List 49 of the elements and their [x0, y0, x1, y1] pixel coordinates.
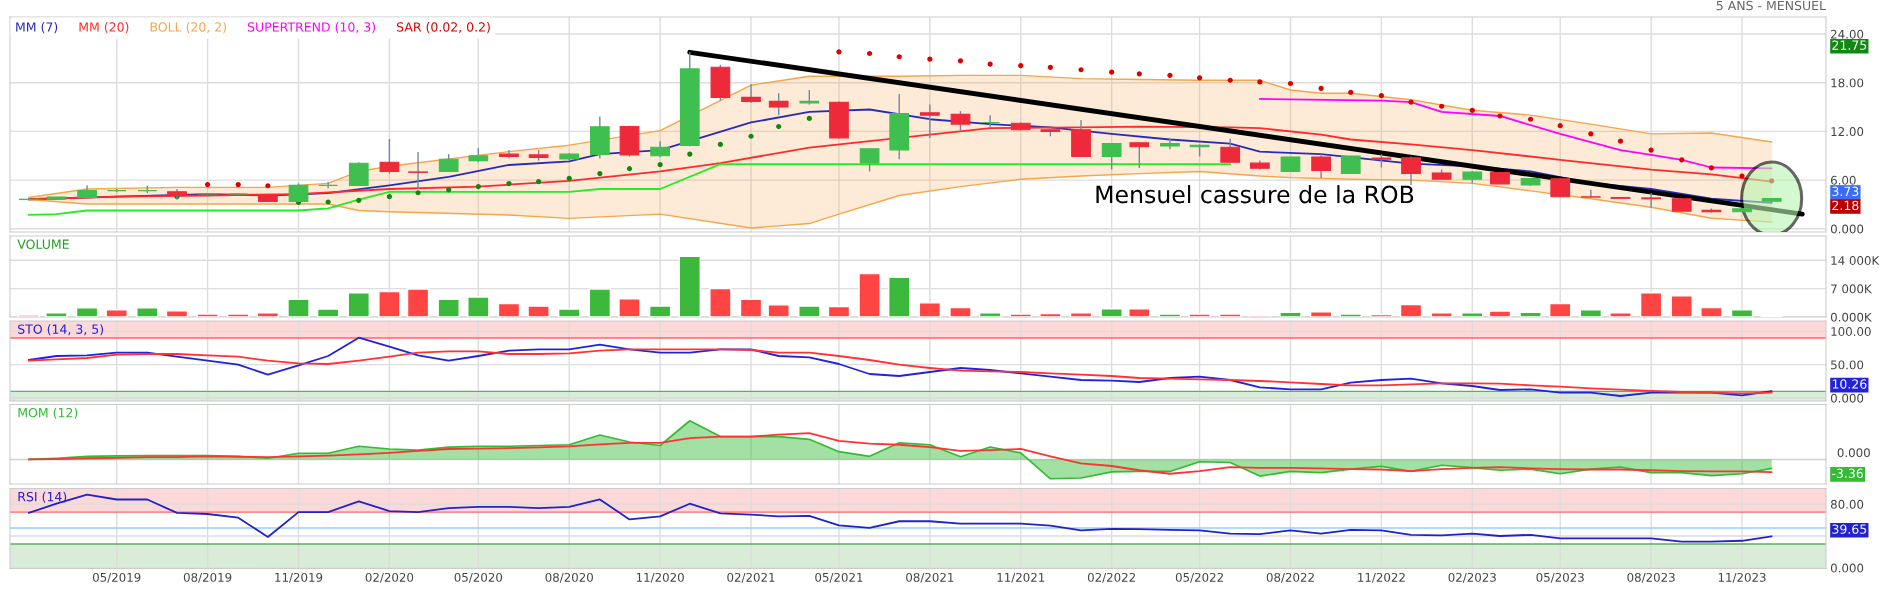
text: 3.73 — [1832, 186, 1859, 197]
x-tick-label: 11/2023 — [1718, 572, 1766, 583]
text: 21.75 — [1832, 40, 1867, 50]
y-tick-label: 14 000K — [1831, 256, 1880, 265]
x-tick-label: 08/2023 — [1627, 572, 1675, 583]
y-tick-label: 100.00 — [1831, 327, 1871, 336]
y-tick-label: 7 000K — [1831, 284, 1872, 294]
text: SAR (0.02, 0.2) — [396, 22, 490, 34]
x-tick-label: 02/2023 — [1448, 572, 1496, 583]
x-tick-label: 11/2019 — [275, 572, 323, 583]
x-tick-label: 08/2022 — [1266, 572, 1314, 583]
y-tick-label: 0.000 — [1830, 563, 1864, 573]
x-tick-label: 05/2021 — [815, 572, 863, 583]
y-tick-label: 0.000 — [1830, 224, 1864, 234]
chart-subtitle: 5 ANS - MENSUEL — [1716, 0, 1826, 11]
annotation: Mensuel cassure de la ROB — [1096, 185, 1414, 204]
text: MM (20) — [79, 22, 129, 34]
x-tick-label: 05/2023 — [1536, 572, 1584, 583]
text: SUPERTREND (10, 3) — [247, 22, 376, 34]
text: -3.36 — [1832, 468, 1863, 479]
y-tick-label: 50.00 — [1831, 360, 1864, 370]
x-tick-label: 02/2021 — [727, 572, 775, 583]
y-tick-label: 0.000 — [1830, 393, 1864, 403]
x-tick-label: 11/2020 — [636, 572, 684, 583]
x-tick-label: 02/2022 — [1087, 572, 1135, 583]
y-tick-label: 12.00 — [1831, 127, 1864, 137]
x-tick-label: 11/2021 — [997, 572, 1045, 583]
text: 2.18 — [1832, 200, 1859, 211]
x-tick-label: 02/2020 — [365, 572, 414, 583]
text: 39.65 — [1832, 524, 1867, 534]
chart-title: RSI (14) — [18, 491, 67, 503]
x-tick-label: 08/2019 — [183, 572, 232, 583]
x-tick-label: 11/2022 — [1358, 572, 1405, 583]
text: 10.26 — [1832, 379, 1867, 389]
y-tick-label: 18.00 — [1831, 78, 1864, 88]
y-tick-label: 6.00 — [1830, 175, 1856, 185]
x-tick-label: 08/2021 — [906, 572, 954, 583]
x-tick-label: 05/2022 — [1175, 572, 1223, 583]
x-tick-label: 08/2020 — [545, 572, 593, 583]
chart-title: MOM (12) — [18, 407, 78, 419]
y-tick-label: 24.00 — [1831, 29, 1864, 39]
chart-title: VOLUME — [17, 239, 69, 249]
x-tick-label: 05/2019 — [92, 572, 141, 583]
y-tick-label: 0.000K — [1830, 312, 1872, 322]
y-tick-label: 80.00 — [1830, 499, 1864, 509]
chart-title: STO (14, 3, 5) — [18, 324, 104, 336]
text: MM (7) — [16, 22, 58, 34]
text: BOLL (20, 2) — [150, 22, 227, 34]
x-tick-label: 05/2020 — [454, 572, 503, 583]
